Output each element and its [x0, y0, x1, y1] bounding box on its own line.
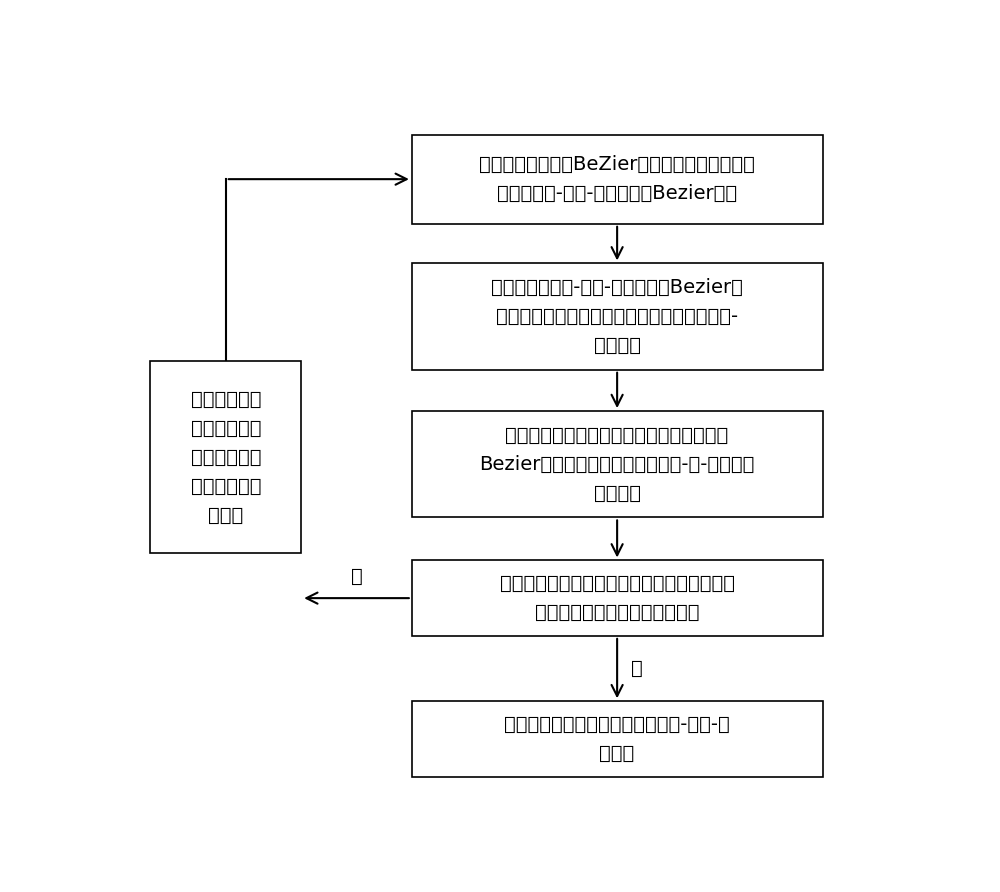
Text: 划段轨迹的起: 划段轨迹的起: [190, 419, 261, 438]
Text: 检测是否存在各时刻对应的速度、加速度均满: 检测是否存在各时刻对应的速度、加速度均满: [500, 574, 735, 593]
FancyBboxPatch shape: [412, 135, 822, 224]
Text: 更新当前待规: 更新当前待规: [190, 390, 261, 409]
FancyBboxPatch shape: [150, 361, 301, 553]
FancyBboxPatch shape: [412, 560, 822, 636]
Text: 线，获取以控制周期为时间间隔的各时刻赤经-: 线，获取以控制周期为时间间隔的各时刻赤经-: [496, 307, 738, 326]
FancyBboxPatch shape: [412, 263, 822, 370]
Text: 的位置: 的位置: [208, 506, 243, 524]
Text: 间、赤经赤纬: 间、赤经赤纬: [190, 476, 261, 496]
Text: 足约束条件的第二和第三控制点: 足约束条件的第二和第三控制点: [535, 603, 699, 622]
FancyBboxPatch shape: [412, 411, 822, 517]
Text: 离散化最优赤经-赤纬-时间的时空Bezier曲: 离散化最优赤经-赤纬-时间的时空Bezier曲: [491, 278, 743, 297]
Text: 间轨迹: 间轨迹: [600, 744, 635, 763]
Text: 输出规划好的天球坐标系下的赤经-赤纬-时: 输出规划好的天球坐标系下的赤经-赤纬-时: [504, 715, 730, 734]
FancyBboxPatch shape: [412, 701, 822, 777]
Text: 是: 是: [631, 659, 643, 678]
Text: Bezier轨迹转换成馈源终端地球东-北-天坐标系: Bezier轨迹转换成馈源终端地球东-北-天坐标系: [479, 455, 755, 474]
Text: 下的轨迹: 下的轨迹: [594, 483, 641, 502]
Text: 通过预设的第二方程，将天球坐标系下时空: 通过预设的第二方程，将天球坐标系下时空: [506, 425, 729, 445]
Text: 止处对应的时: 止处对应的时: [190, 448, 261, 467]
Text: 利用遗传算法选择BeZier第二和第三控制点，确: 利用遗传算法选择BeZier第二和第三控制点，确: [479, 155, 755, 174]
Text: 定最优赤经-赤纬-时间的时空Bezier曲线: 定最优赤经-赤纬-时间的时空Bezier曲线: [497, 184, 737, 203]
Text: 否: 否: [351, 566, 362, 586]
Text: 赤纬坐标: 赤纬坐标: [594, 336, 641, 355]
